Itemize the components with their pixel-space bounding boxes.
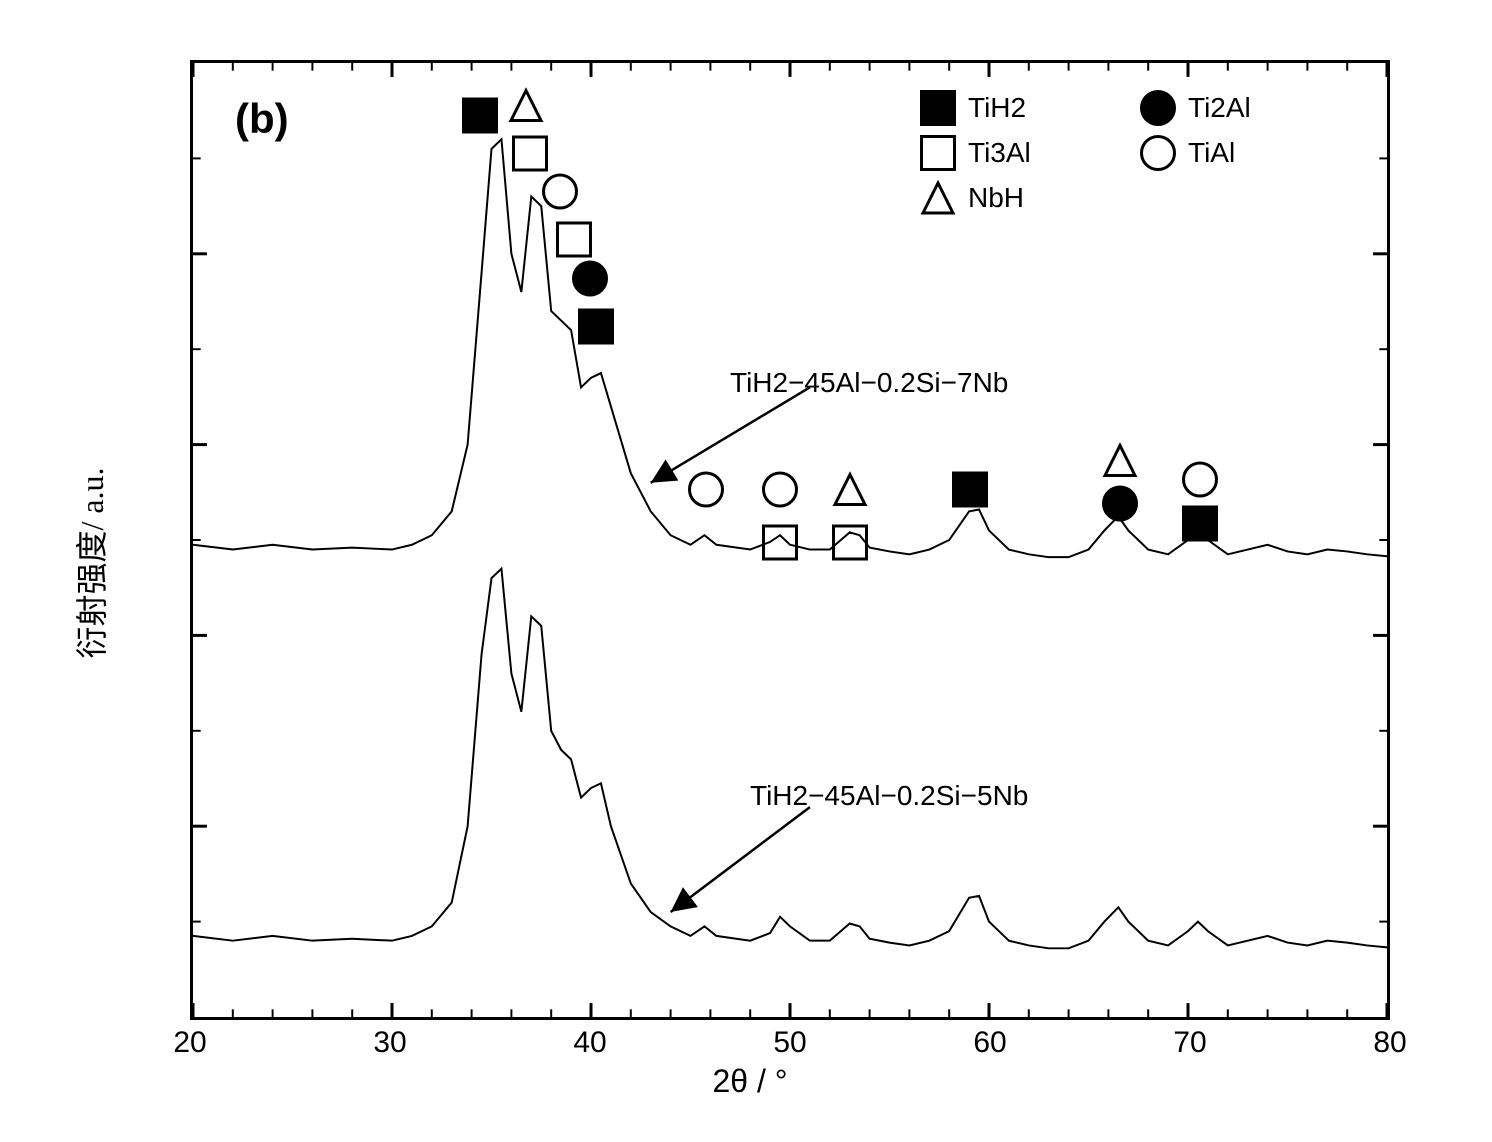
peak-marker-open-circle [762,472,798,513]
legend: TiH2 Ti2Al Ti3Al TiAl NbH [920,85,1360,220]
filled-circle-icon [1140,90,1176,126]
open-circle-icon [1140,135,1176,171]
legend-text: NbH [968,182,1024,214]
legend-text: TiAl [1188,137,1235,169]
peak-marker-filled-circle [1102,486,1138,527]
open-square-icon [920,135,956,171]
x-tick-label: 70 [1173,1026,1206,1060]
peak-marker-filled-square [952,472,988,513]
legend-item-tih2: TiH2 [920,90,1100,126]
curve-annotation: TiH2−45Al−0.2Si−7Nb [730,367,1008,399]
x-axis-label: 2θ / ° [712,1063,787,1100]
peak-marker-open-circle [1182,462,1218,503]
legend-item-ti2al: Ti2Al [1140,90,1320,126]
open-triangle-icon [920,180,956,216]
xrd-chart: 衍射强度/ a.u. (b) TiH2 Ti2Al Ti3Al TiAl NbH 20 3… [60,40,1440,1100]
legend-text: Ti2Al [1188,92,1251,124]
filled-square-icon [920,90,956,126]
peak-marker-open-square [512,136,548,177]
x-tick-label: 40 [573,1026,606,1060]
x-tick-label: 80 [1373,1026,1406,1060]
legend-item-ti3al: Ti3Al [920,135,1100,171]
peak-marker-open-square [556,222,592,263]
peak-marker-filled-circle [572,260,608,301]
x-tick-label: 20 [173,1026,206,1060]
legend-item-nbh: NbH [920,180,1100,216]
curve-annotation: TiH2−45Al−0.2Si−5Nb [750,780,1028,812]
peak-marker-filled-square [462,97,498,138]
x-tick-label: 60 [973,1026,1006,1060]
peak-marker-open-square [762,524,798,565]
peak-marker-open-circle [542,174,578,215]
peak-marker-filled-square [578,308,614,349]
legend-text: Ti3Al [968,137,1031,169]
peak-marker-open-triangle [832,472,868,513]
peak-marker-open-square [832,524,868,565]
peak-marker-open-triangle [508,88,544,129]
legend-item-tial: TiAl [1140,135,1320,171]
y-axis-label: 衍射强度/ a.u. [67,467,113,658]
x-tick-label: 30 [373,1026,406,1060]
peak-marker-open-circle [688,472,724,513]
peak-marker-open-triangle [1102,443,1138,484]
panel-label: (b) [235,95,289,143]
legend-text: TiH2 [968,92,1026,124]
x-tick-label: 50 [773,1026,806,1060]
peak-marker-filled-square [1182,505,1218,546]
